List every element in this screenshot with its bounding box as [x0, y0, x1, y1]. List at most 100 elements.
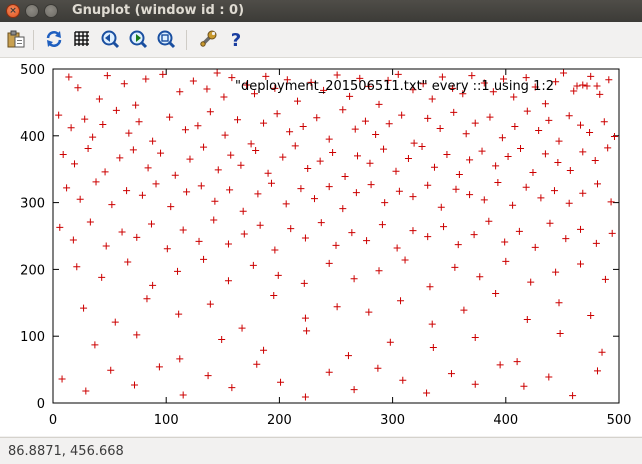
data-point — [500, 75, 508, 83]
data-point — [418, 142, 426, 150]
data-point — [152, 180, 160, 188]
data-point — [224, 240, 232, 248]
next-zoom-button[interactable] — [128, 29, 148, 49]
data-point — [240, 230, 248, 238]
help-button[interactable]: ? — [226, 29, 246, 49]
replot-button[interactable] — [44, 29, 64, 49]
data-point — [393, 244, 401, 252]
data-point — [286, 128, 294, 136]
data-point — [92, 178, 100, 186]
data-point — [206, 108, 214, 116]
data-point — [550, 187, 558, 195]
data-point — [124, 258, 132, 266]
data-point — [186, 155, 194, 163]
data-point — [301, 234, 309, 242]
data-point — [394, 70, 402, 78]
toggle-grid-button[interactable] — [72, 29, 92, 49]
data-point — [234, 116, 242, 124]
data-point — [404, 155, 412, 163]
data-point — [424, 181, 432, 189]
data-point — [218, 336, 226, 344]
data-point — [577, 225, 585, 233]
data-point — [478, 147, 486, 155]
data-point — [133, 331, 141, 339]
data-point — [204, 372, 212, 380]
data-point — [498, 134, 506, 142]
data-point — [111, 318, 119, 326]
copy-to-clipboard-button[interactable] — [6, 29, 26, 49]
data-point — [601, 275, 609, 283]
data-point — [392, 167, 400, 175]
data-point — [155, 363, 163, 371]
data-point — [460, 306, 468, 314]
data-point — [459, 90, 467, 98]
data-point — [333, 71, 341, 79]
data-point — [267, 179, 275, 187]
data-point — [555, 299, 563, 307]
data-point — [501, 238, 509, 246]
data-point — [485, 217, 493, 225]
data-point — [71, 160, 79, 168]
data-point — [502, 257, 510, 265]
data-point — [254, 190, 262, 198]
data-point — [471, 119, 479, 127]
data-point — [451, 263, 459, 271]
data-point — [395, 187, 403, 195]
data-point — [545, 116, 553, 124]
data-point — [307, 78, 315, 86]
data-point — [351, 125, 359, 133]
previous-zoom-button[interactable] — [100, 29, 120, 49]
data-point — [510, 93, 518, 101]
data-point — [443, 151, 451, 159]
window-maximize-button[interactable] — [44, 4, 58, 18]
data-point — [67, 124, 75, 132]
data-point — [228, 74, 236, 82]
data-point — [511, 122, 519, 130]
data-point — [546, 219, 554, 227]
data-point — [554, 159, 562, 167]
data-point — [129, 146, 137, 154]
data-point — [509, 201, 517, 209]
data-point — [566, 167, 574, 175]
autoscale-button[interactable] — [156, 29, 176, 49]
data-point — [69, 236, 77, 244]
data-point — [316, 157, 324, 165]
data-point — [607, 198, 615, 206]
data-point — [449, 84, 457, 92]
data-point — [385, 120, 393, 128]
data-point — [591, 157, 599, 165]
data-point — [476, 273, 484, 281]
data-point — [171, 171, 179, 179]
y-tick-label: 100 — [20, 330, 45, 345]
data-point — [537, 194, 545, 202]
data-point — [98, 273, 106, 281]
data-point — [84, 144, 92, 152]
data-point — [455, 171, 463, 179]
settings-button[interactable] — [198, 29, 218, 49]
data-point — [133, 233, 141, 241]
plot-canvas[interactable]: 0 100 200 300 400 500 0 100 200 300 400 500 "deplo… — [0, 58, 642, 436]
y-tick-labels: 0 100 200 300 400 500 — [20, 63, 45, 412]
data-point — [238, 324, 246, 332]
data-point — [366, 159, 374, 167]
window-close-button[interactable]: × — [6, 4, 20, 18]
data-point — [531, 83, 539, 91]
data-point — [220, 93, 228, 101]
data-point — [587, 72, 595, 80]
status-bar: 86.8871, 456.668 — [0, 437, 642, 464]
data-point — [206, 300, 214, 308]
data-point — [365, 82, 373, 90]
data-point — [397, 297, 405, 305]
data-point — [310, 195, 318, 203]
data-point — [356, 74, 364, 82]
window-minimize-button[interactable] — [25, 4, 39, 18]
data-point — [73, 263, 81, 271]
data-point — [471, 380, 479, 388]
data-point — [378, 221, 386, 229]
data-point — [529, 169, 537, 177]
data-point — [365, 308, 373, 316]
close-icon: × — [9, 6, 17, 16]
data-point — [593, 367, 601, 375]
data-point — [535, 126, 543, 134]
data-point — [179, 391, 187, 399]
